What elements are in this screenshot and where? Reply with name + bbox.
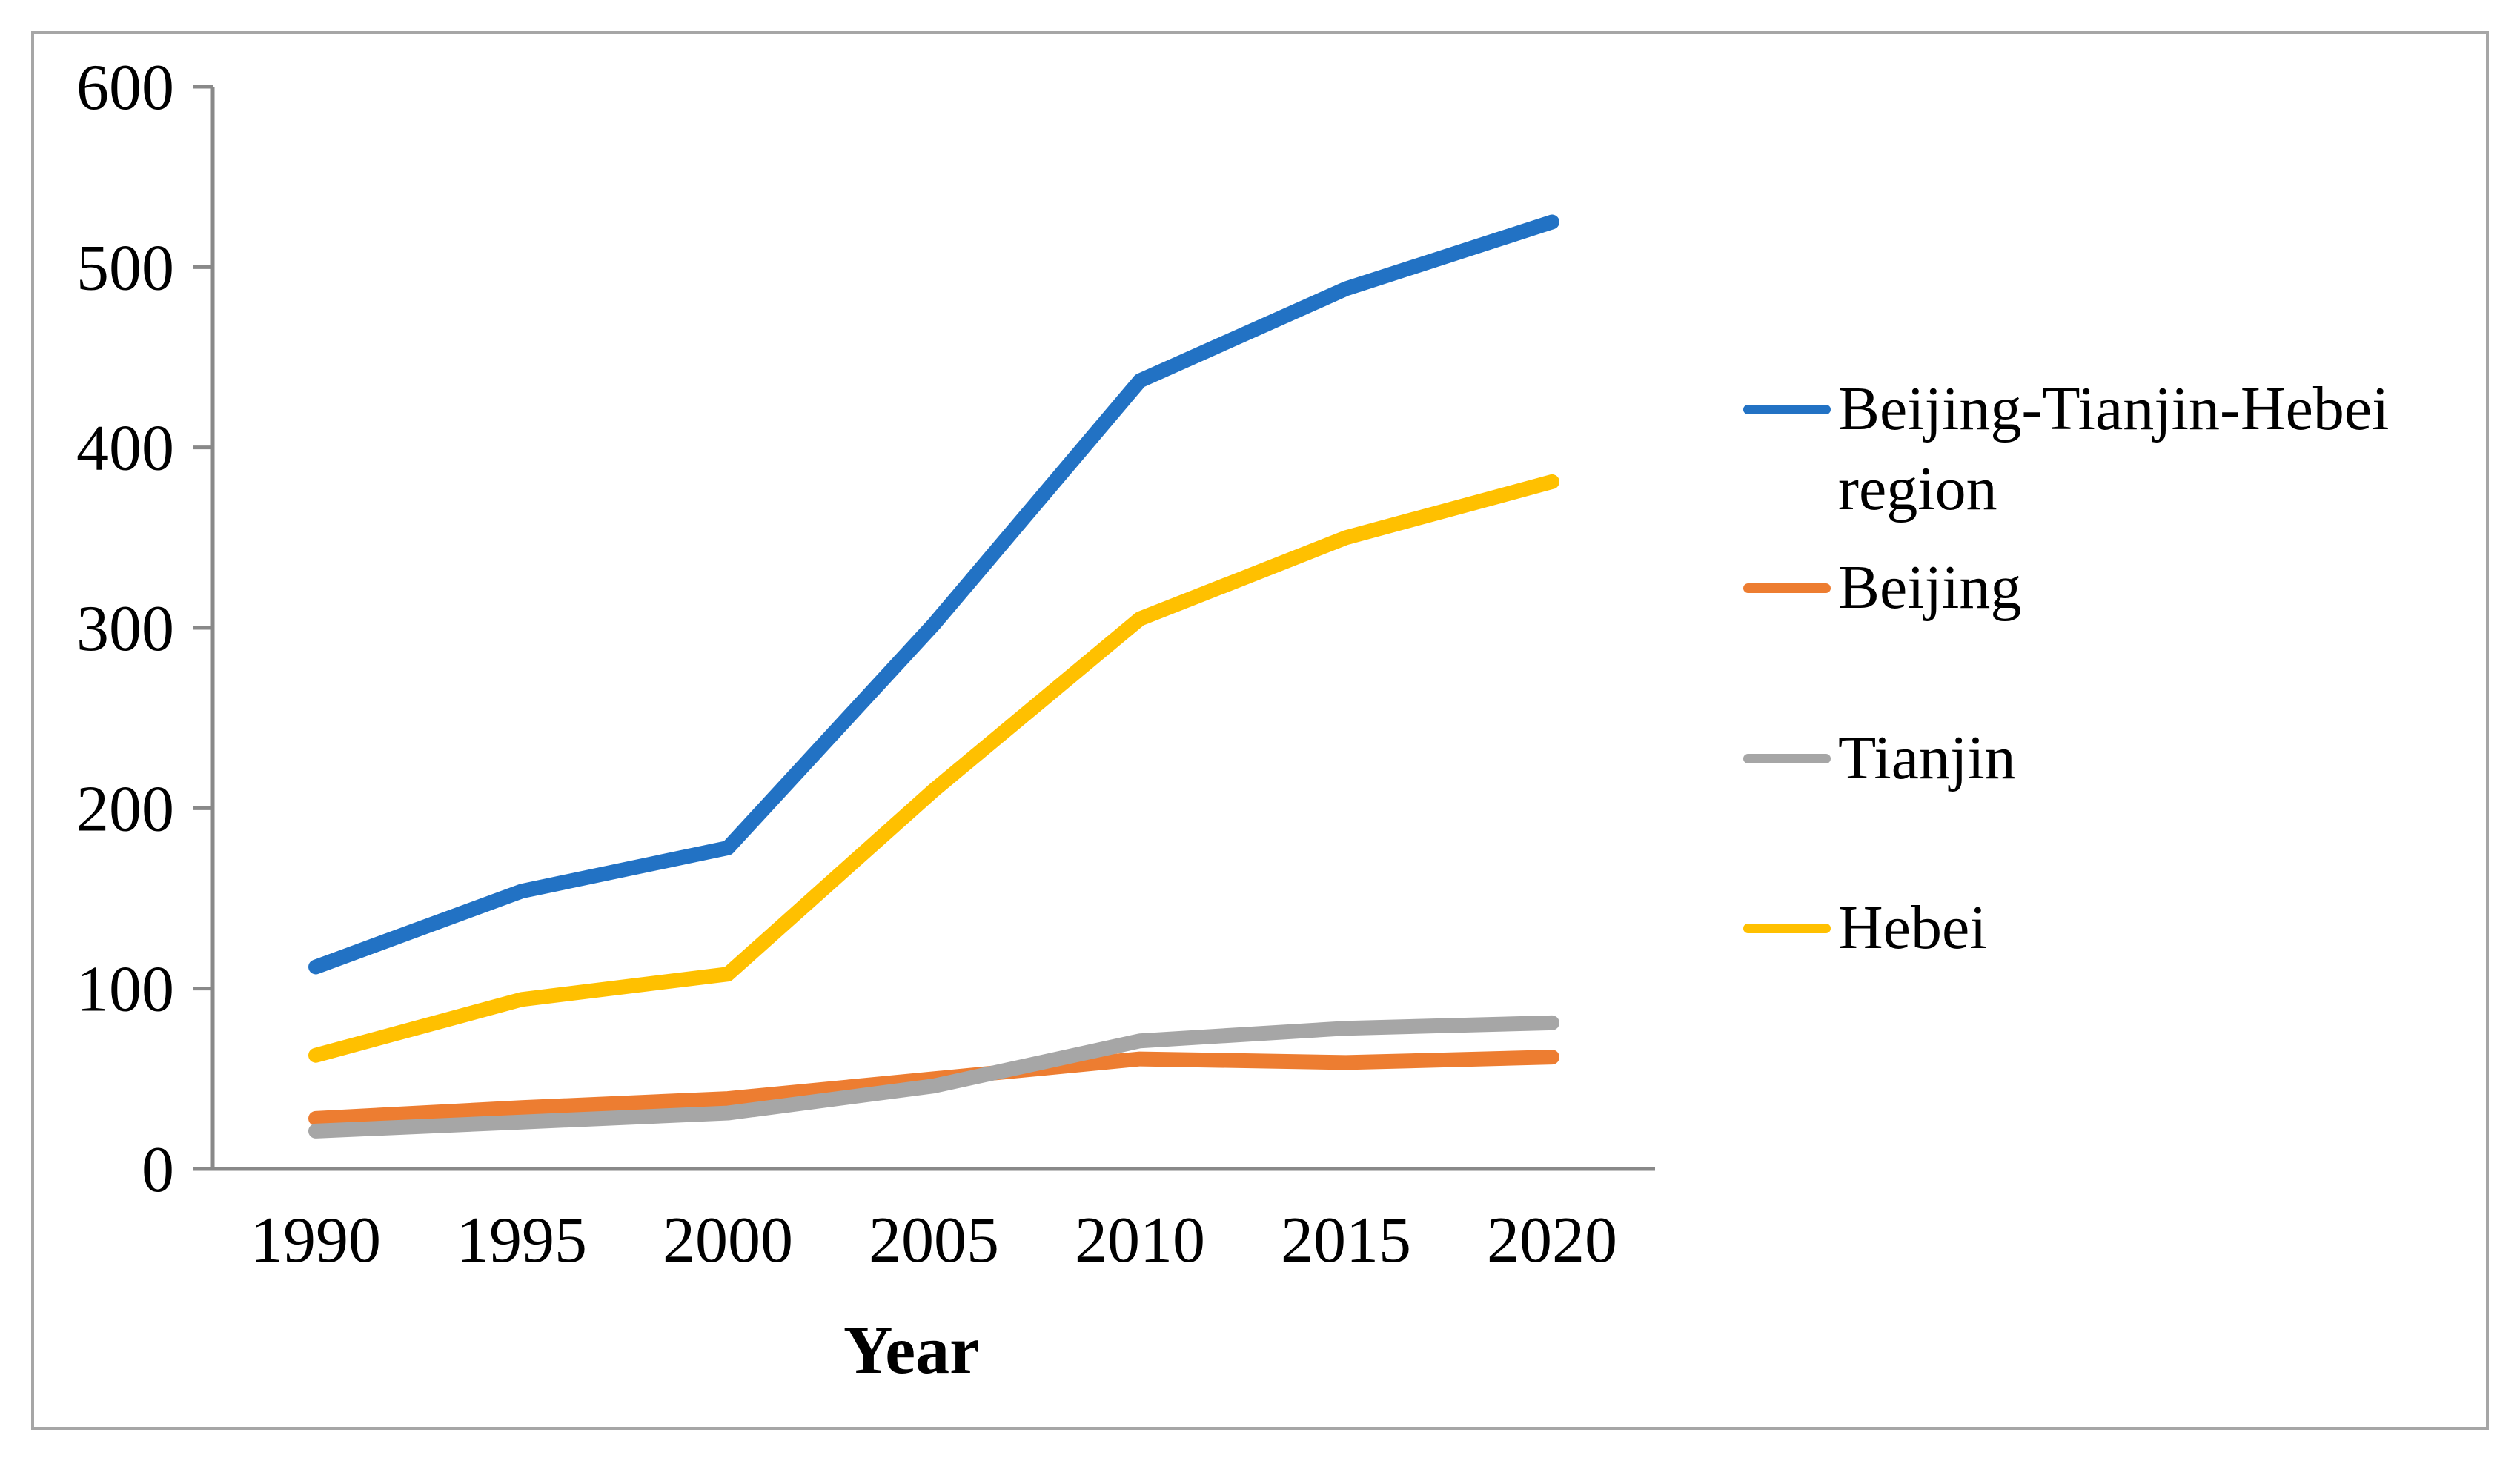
x-tick-label: 2000 [663, 1205, 793, 1276]
legend-label-region: Beijing-Tianjin-Hebei region [1838, 374, 2390, 523]
legend-entry-hebei: Hebei [1743, 888, 2492, 968]
x-axis-title: Year [843, 1312, 980, 1388]
y-tick-label: 500 [76, 232, 174, 304]
legend-gap [1743, 628, 2492, 718]
series-line-hebei [308, 474, 1559, 1063]
x-tick-label: 1990 [251, 1205, 381, 1276]
legend-line-region [1743, 405, 1831, 414]
legend-entry-beijing: Beijing [1743, 548, 2492, 628]
y-tick-label: 300 [76, 593, 174, 665]
y-tick-label: 400 [76, 413, 174, 485]
legend-line-hebei [1743, 924, 1831, 934]
y-tick-label: 0 [142, 1134, 174, 1206]
legend-label-tianjin: Tianjin [1838, 723, 2016, 792]
legend-gap [1743, 798, 2492, 888]
legend-gap [1743, 529, 2492, 548]
legend-entry-tianjin: Tianjin [1743, 718, 2492, 798]
x-tick-label: 1995 [457, 1205, 587, 1276]
legend-line-tianjin [1743, 753, 1831, 763]
legend: Beijing-Tianjin-Hebei region Beijing Tia… [1743, 369, 2492, 968]
x-tick-label: 2015 [1281, 1205, 1411, 1276]
x-tick-label: 2010 [1075, 1205, 1205, 1276]
x-tick-label: 2020 [1487, 1205, 1617, 1276]
x-tick-label: 2005 [869, 1205, 999, 1276]
legend-label-hebei: Hebei [1838, 893, 1987, 963]
y-tick-label: 200 [76, 773, 174, 845]
legend-entry-region: Beijing-Tianjin-Hebei region [1743, 369, 2492, 529]
legend-label-beijing: Beijing [1838, 553, 2022, 623]
y-tick-label: 100 [76, 954, 174, 1026]
series-line-tianjin [308, 1015, 1559, 1139]
chart-border-frame [31, 31, 2489, 1430]
series-line-beijing-tianjin-hebei-region [308, 214, 1559, 975]
legend-line-beijing [1743, 583, 1831, 594]
y-tick-label: 600 [76, 52, 174, 124]
